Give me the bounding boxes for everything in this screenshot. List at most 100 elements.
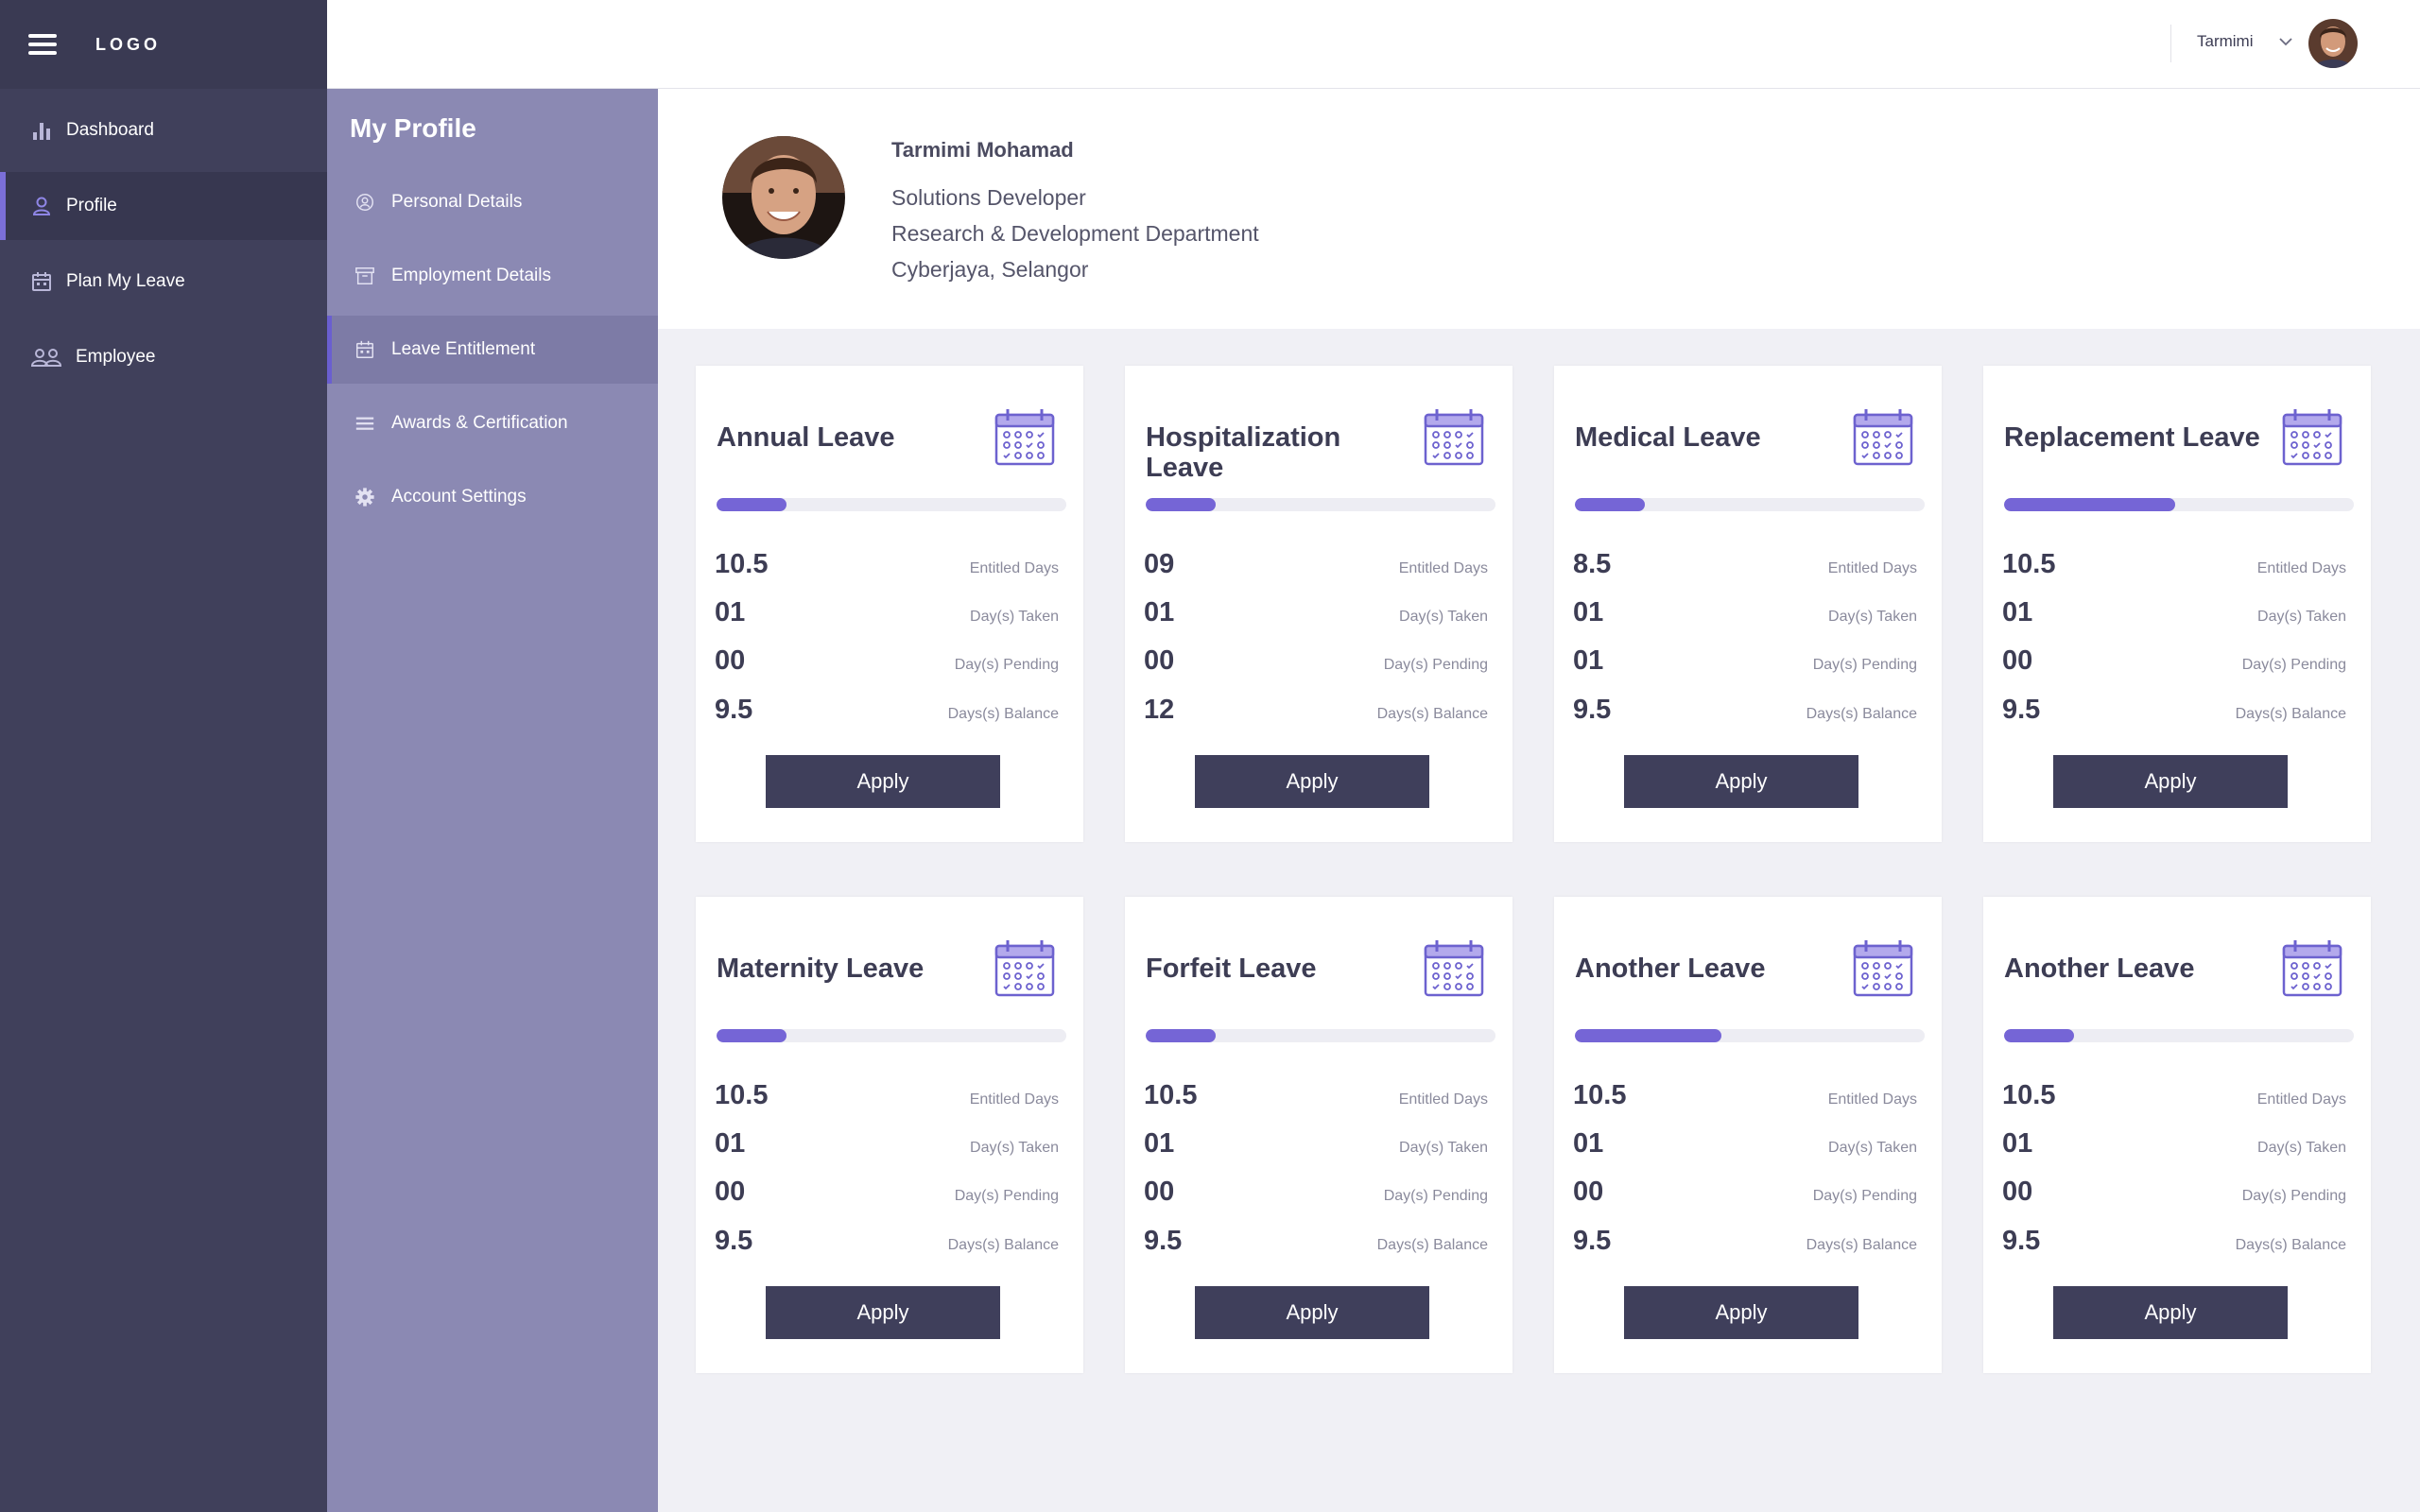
leave-balance-label: Days(s) Balance bbox=[1806, 1237, 1917, 1253]
leave-taken-value: 01 bbox=[1144, 597, 1175, 627]
leave-entitled-row: 10.5 Entitled Days bbox=[715, 1080, 1059, 1111]
leave-taken-row: 01 Day(s) Taken bbox=[715, 597, 1059, 628]
leave-entitled-value: 10.5 bbox=[715, 1080, 769, 1110]
sidebar-item-profile[interactable]: Profile bbox=[0, 172, 327, 240]
leave-progress-fill bbox=[717, 1029, 786, 1042]
leave-entitled-label: Entitled Days bbox=[1398, 560, 1488, 576]
leave-entitled-label: Entitled Days bbox=[2256, 1091, 2346, 1108]
user-name[interactable]: Tarmimi bbox=[2197, 32, 2254, 50]
sidebar-item-label: Dashboard bbox=[66, 120, 154, 140]
leave-title: Hospitalization Leave bbox=[1146, 422, 1341, 483]
avatar[interactable] bbox=[2308, 19, 2358, 68]
leave-pending-label: Day(s) Pending bbox=[1383, 1188, 1488, 1204]
menu-item-employment-details[interactable]: Employment Details bbox=[327, 242, 658, 310]
leave-balance-value: 9.5 bbox=[1144, 1226, 1183, 1256]
chevron-down-icon[interactable] bbox=[2278, 34, 2293, 49]
apply-button[interactable]: Apply bbox=[1195, 1286, 1429, 1339]
leave-title: Annual Leave bbox=[717, 422, 895, 453]
profile-info: Tarmimi Mohamad Solutions Developer Rese… bbox=[891, 138, 1259, 287]
leave-pending-row: 00 Day(s) Pending bbox=[715, 1177, 1059, 1208]
leave-entitled-row: 10.5 Entitled Days bbox=[2002, 549, 2346, 580]
leave-entitled-label: Entitled Days bbox=[1827, 1091, 1917, 1108]
leave-pending-value: 00 bbox=[715, 1177, 746, 1207]
leave-card: Another Leave 10.5 Entitled Days 01 Day(s) T… bbox=[1554, 897, 1942, 1373]
leave-balance-label: Days(s) Balance bbox=[1806, 706, 1917, 722]
apply-button[interactable]: Apply bbox=[1624, 1286, 1858, 1339]
leave-taken-row: 01 Day(s) Taken bbox=[1144, 1128, 1488, 1160]
leave-card: Replacement Leave 10.5 Entitled Days 01 Day(… bbox=[1983, 366, 2371, 842]
leave-card: Annual Leave 10.5 Entitled Days 01 Day(s) Ta… bbox=[696, 366, 1083, 842]
menu-item-personal-details[interactable]: Personal Details bbox=[327, 168, 658, 236]
leave-progress-bar bbox=[1575, 1029, 1925, 1042]
leave-progress-bar bbox=[1146, 1029, 1495, 1042]
sidebar-item-label: Plan My Leave bbox=[66, 271, 185, 291]
leave-entitled-row: 10.5 Entitled Days bbox=[1144, 1080, 1488, 1111]
sidebar-item-employee[interactable]: Employee bbox=[0, 323, 327, 391]
leave-progress-bar bbox=[1146, 498, 1495, 511]
leave-card: Another Leave 10.5 Entitled Days 01 Day(s) T… bbox=[1983, 897, 2371, 1373]
leave-progress-fill bbox=[1575, 1029, 1722, 1042]
leave-balance-value: 9.5 bbox=[1573, 1226, 1612, 1256]
menu-item-account-settings[interactable]: Account Settings bbox=[327, 463, 658, 531]
leave-taken-label: Day(s) Taken bbox=[1399, 1140, 1488, 1156]
sidebar-item-dashboard[interactable]: Dashboard bbox=[0, 96, 327, 164]
leave-progress-bar bbox=[717, 1029, 1066, 1042]
calendar-icon bbox=[2282, 407, 2342, 466]
leave-entitled-value: 10.5 bbox=[2002, 549, 2056, 579]
top-bar: Tarmimi bbox=[327, 0, 2420, 89]
leave-balance-label: Days(s) Balance bbox=[1376, 706, 1488, 722]
menu-icon[interactable] bbox=[28, 34, 57, 55]
leave-balance-label: Days(s) Balance bbox=[1376, 1237, 1488, 1253]
leave-pending-label: Day(s) Pending bbox=[1383, 657, 1488, 673]
apply-button[interactable]: Apply bbox=[2053, 755, 2288, 808]
leave-balance-value: 9.5 bbox=[2002, 1226, 2041, 1256]
calendar-icon bbox=[1424, 938, 1484, 997]
sidebar-item-plan-my-leave[interactable]: Plan My Leave bbox=[0, 248, 327, 316]
menu-item-awards-certification[interactable]: Awards & Certification bbox=[327, 389, 658, 457]
leave-entitled-value: 10.5 bbox=[2002, 1080, 2056, 1110]
leave-taken-row: 01 Day(s) Taken bbox=[715, 1128, 1059, 1160]
apply-button[interactable]: Apply bbox=[1195, 755, 1429, 808]
menu-item-label: Employment Details bbox=[391, 266, 551, 285]
apply-button[interactable]: Apply bbox=[1624, 755, 1858, 808]
leave-taken-row: 01 Day(s) Taken bbox=[2002, 1128, 2346, 1160]
apply-button[interactable]: Apply bbox=[766, 755, 1000, 808]
leave-taken-value: 01 bbox=[1144, 1128, 1175, 1159]
leave-pending-label: Day(s) Pending bbox=[2241, 1188, 2346, 1204]
leave-entitled-value: 10.5 bbox=[1573, 1080, 1627, 1110]
apply-button[interactable]: Apply bbox=[766, 1286, 1000, 1339]
leave-pending-row: 01 Day(s) Pending bbox=[1573, 645, 1917, 677]
profile-department: Research & Development Department bbox=[891, 221, 1259, 246]
leave-balance-value: 9.5 bbox=[2002, 695, 2041, 725]
gear-icon bbox=[354, 486, 376, 508]
leave-balance-value: 12 bbox=[1144, 695, 1175, 725]
leave-progress-fill bbox=[1146, 1029, 1216, 1042]
leave-title: Medical Leave bbox=[1575, 422, 1761, 453]
leave-taken-value: 01 bbox=[2002, 597, 2033, 627]
calendar-icon bbox=[1424, 407, 1484, 466]
leave-pending-row: 00 Day(s) Pending bbox=[1144, 645, 1488, 677]
leave-taken-label: Day(s) Taken bbox=[970, 609, 1059, 625]
sidebar-item-label: Employee bbox=[76, 347, 156, 367]
leave-pending-label: Day(s) Pending bbox=[1812, 657, 1917, 673]
menu-item-leave-entitlement[interactable]: Leave Entitlement bbox=[327, 316, 658, 384]
calendar-icon bbox=[30, 270, 53, 293]
leave-pending-value: 00 bbox=[715, 645, 746, 676]
leave-progress-bar bbox=[717, 498, 1066, 511]
leave-card: Medical Leave 8.5 Entitled Days 01 Day(s) Ta… bbox=[1554, 366, 1942, 842]
leave-taken-label: Day(s) Taken bbox=[1828, 1140, 1917, 1156]
profile-location: Cyberjaya, Selangor bbox=[891, 257, 1089, 282]
leave-taken-value: 01 bbox=[715, 1128, 746, 1159]
profile-menu: My Profile Personal Details Employment D… bbox=[327, 89, 658, 1512]
leave-taken-value: 01 bbox=[2002, 1128, 2033, 1159]
leave-progress-fill bbox=[1575, 498, 1645, 511]
leave-title: Another Leave bbox=[1575, 954, 1766, 984]
menu-item-label: Account Settings bbox=[391, 487, 527, 507]
leave-balance-row: 9.5 Days(s) Balance bbox=[2002, 1226, 2346, 1257]
leave-balance-label: Days(s) Balance bbox=[2235, 1237, 2346, 1253]
leave-entitled-label: Entitled Days bbox=[969, 1091, 1059, 1108]
leave-balance-row: 9.5 Days(s) Balance bbox=[715, 1226, 1059, 1257]
divider bbox=[2170, 25, 2171, 62]
apply-button[interactable]: Apply bbox=[2053, 1286, 2288, 1339]
leave-taken-row: 01 Day(s) Taken bbox=[1573, 1128, 1917, 1160]
